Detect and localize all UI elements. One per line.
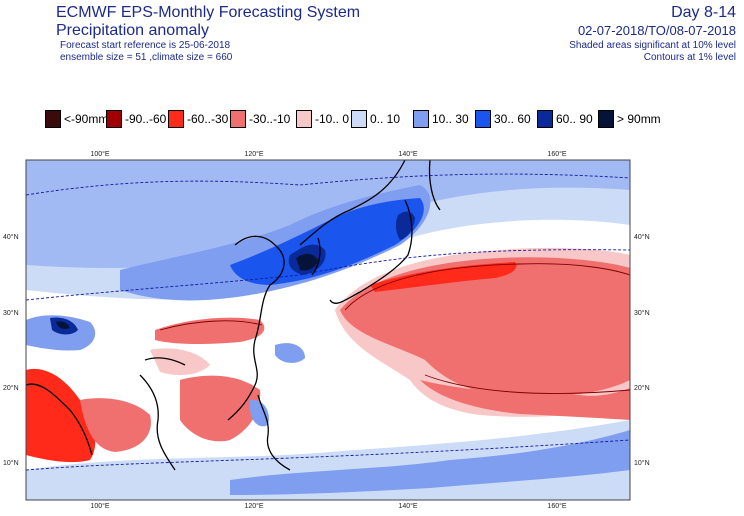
lon-label: 120°E xyxy=(244,150,263,158)
shading-note: Shaded areas significant at 10% level xyxy=(569,40,736,51)
legend-label: 0.. 10 xyxy=(370,112,401,126)
day-range: Day 8-14 xyxy=(671,4,736,21)
legend-item: -60..-30 xyxy=(168,108,228,130)
lon-label: 100°E xyxy=(90,150,109,158)
precip-anomaly-map: 100°E 100°E 120°E 120°E 140°E 140°E 160°E 160°E… xyxy=(3,150,650,510)
legend-label: -10.. 0 xyxy=(315,112,350,126)
lat-label: 30°N xyxy=(3,309,19,317)
significance-contours xyxy=(25,173,631,471)
valid-period: 02-07-2018/TO/08-07-2018 xyxy=(577,23,736,38)
legend-swatch xyxy=(296,110,312,128)
lon-label: 120°E xyxy=(244,502,263,510)
coastlines xyxy=(25,159,441,471)
legend-item: 30.. 60 xyxy=(475,108,531,130)
legend-label: 10.. 30 xyxy=(432,112,469,126)
map-graticule: 100°E 100°E 120°E 120°E 140°E 140°E 160°E 160°E… xyxy=(3,150,650,510)
lon-label: 140°E xyxy=(398,150,417,158)
legend-item: > 90mm xyxy=(598,108,661,130)
legend-swatch xyxy=(168,110,184,128)
legend-label: 30.. 60 xyxy=(494,112,531,126)
lat-label: 10°N xyxy=(3,459,19,467)
legend-label: -30..-10 xyxy=(249,112,291,126)
lon-label: 100°E xyxy=(90,502,109,510)
lat-label: 40°N xyxy=(634,233,650,241)
lat-label: 10°N xyxy=(634,459,650,467)
lon-label: 160°E xyxy=(547,150,566,158)
contour-note: Contours at 1% level xyxy=(643,52,736,63)
red-contours xyxy=(159,263,631,394)
legend-label: 60.. 90 xyxy=(556,112,593,126)
legend-label: <-90mm xyxy=(64,112,109,126)
lat-label: 20°N xyxy=(634,384,650,392)
legend-label: > 90mm xyxy=(617,112,661,126)
legend-item: <-90mm xyxy=(45,108,108,130)
legend-swatch xyxy=(413,110,429,128)
lat-label: 30°N xyxy=(634,309,650,317)
precip-legend: <-90mm -90..-60 -60..-30 -30..-10 -10.. 0 0..… xyxy=(45,108,675,130)
product-title: Precipitation anomaly xyxy=(56,22,209,39)
forecast-start: Forecast start reference is 25-06-2018 xyxy=(60,40,231,51)
legend-item: -10.. 0 xyxy=(296,108,349,130)
legend-swatch xyxy=(106,110,122,128)
legend-item: -30..-10 xyxy=(230,108,290,130)
lon-label: 140°E xyxy=(398,502,417,510)
legend-swatch xyxy=(230,110,246,128)
legend-label: -90..-60 xyxy=(125,112,167,126)
legend-swatch xyxy=(351,110,367,128)
system-title: ECMWF EPS-Monthly Forecasting System xyxy=(56,4,361,21)
legend-item: 10.. 30 xyxy=(413,108,469,130)
lat-label: 20°N xyxy=(3,384,19,392)
legend-swatch xyxy=(475,110,491,128)
legend-swatch xyxy=(45,110,61,128)
legend-label: -60..-30 xyxy=(187,112,229,126)
legend-item: 60.. 90 xyxy=(537,108,593,130)
lon-label: 160°E xyxy=(547,502,566,510)
legend-item: -90..-60 xyxy=(106,108,166,130)
map-frame xyxy=(25,159,631,501)
legend-item: 0.. 10 xyxy=(351,108,400,130)
legend-swatch xyxy=(598,110,614,128)
legend-swatch xyxy=(537,110,553,128)
ensemble-info: ensemble size = 51 ,climate size = 660 xyxy=(60,52,233,63)
lat-label: 40°N xyxy=(3,233,19,241)
